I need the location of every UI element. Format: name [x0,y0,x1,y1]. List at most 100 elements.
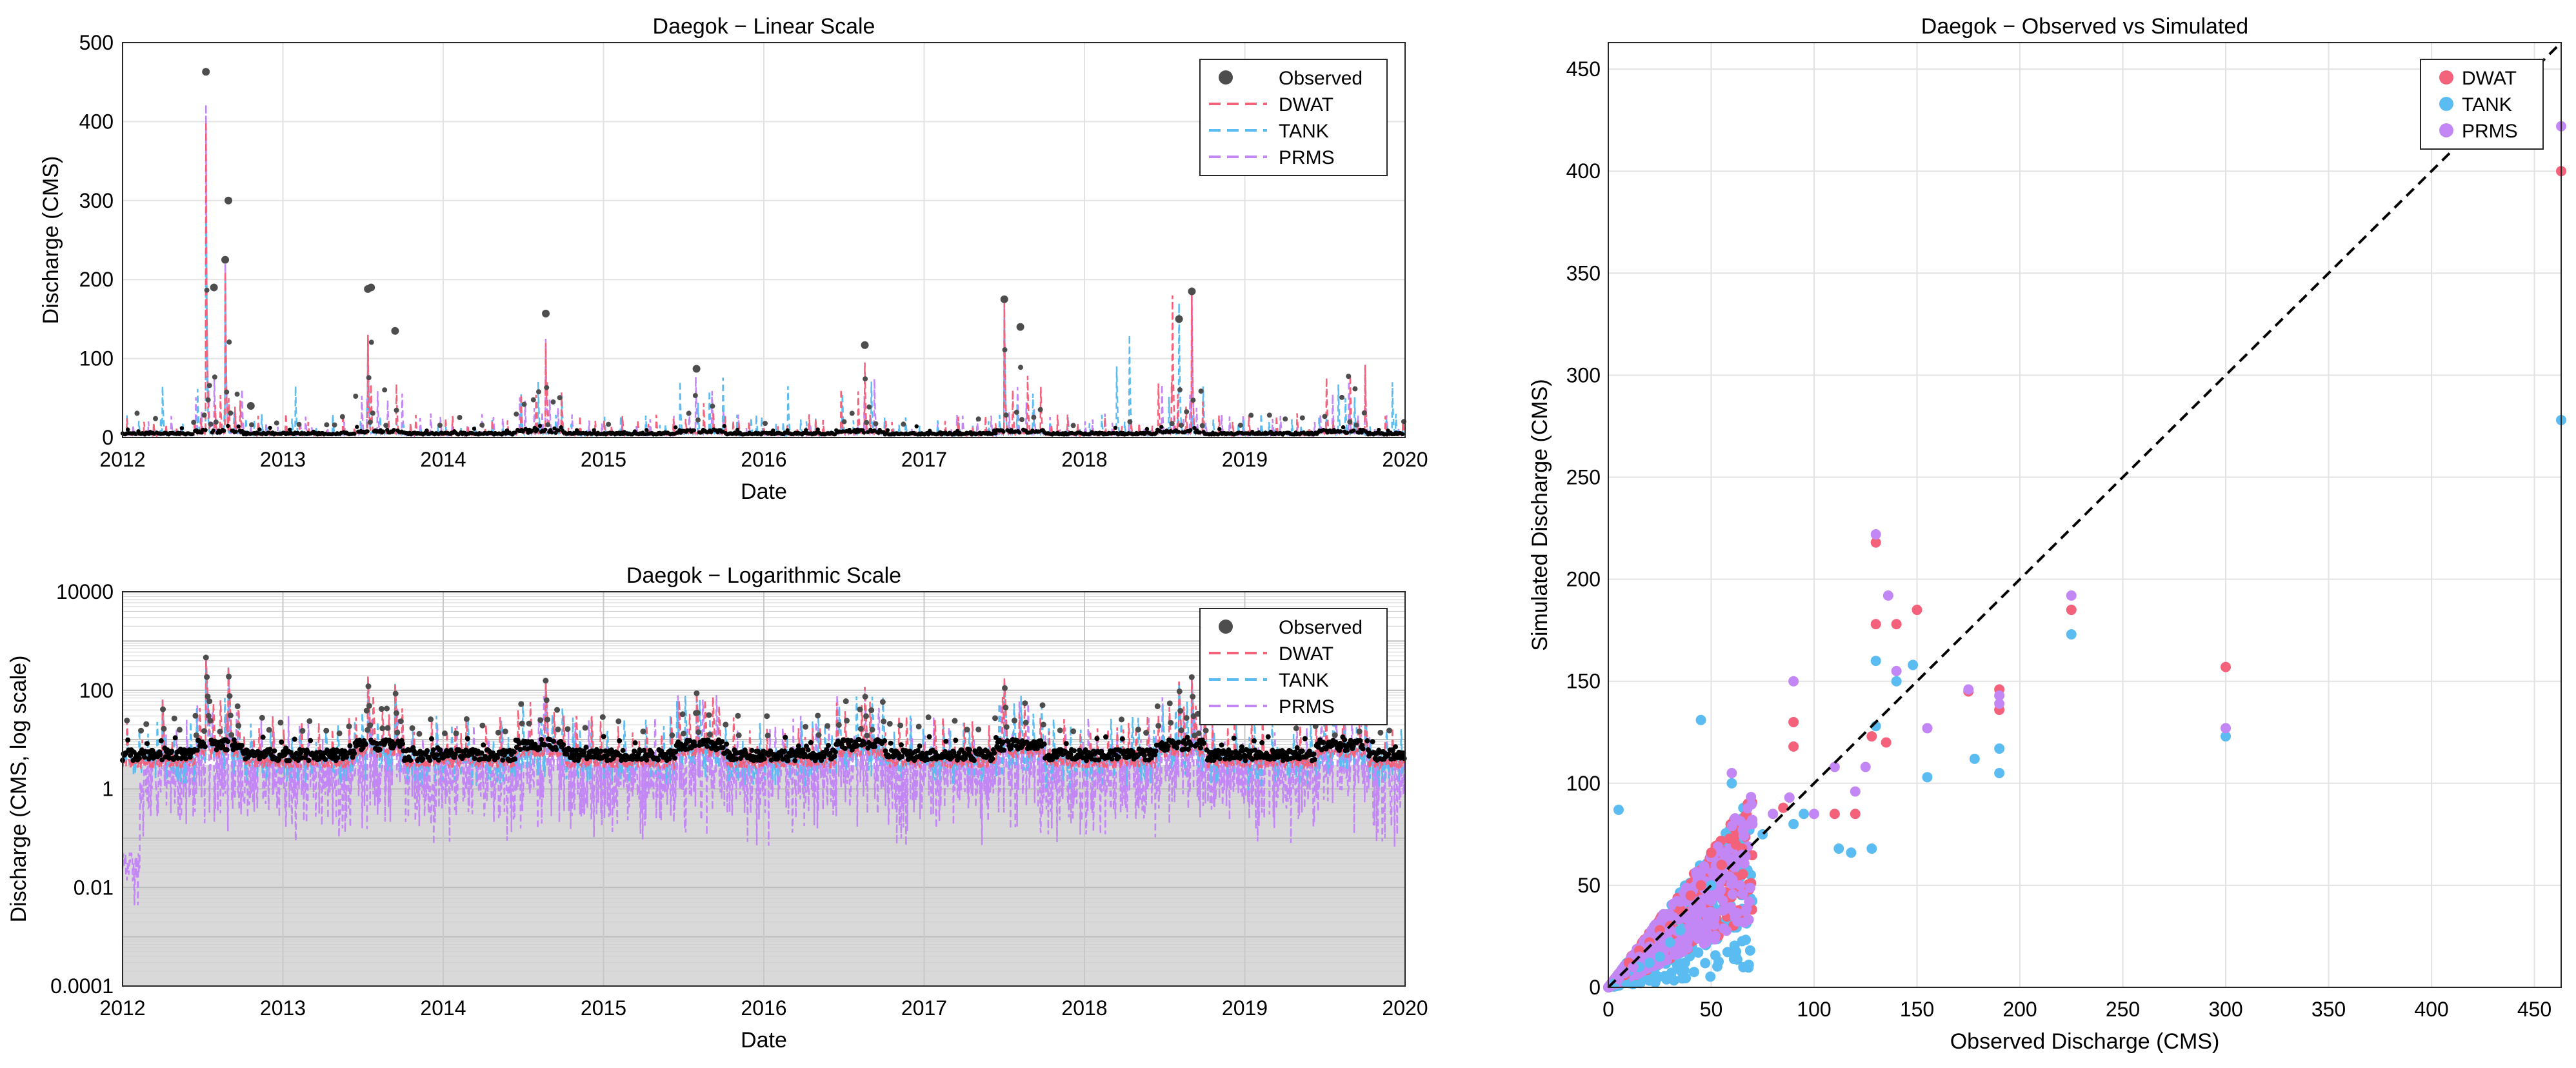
observed-point [608,747,614,753]
observed-point [1109,756,1115,762]
observed-point [1070,423,1076,428]
observed-point [539,737,544,743]
observed-point [190,432,195,436]
observed-point [764,732,771,739]
observed-point [975,726,982,732]
observed-point [543,697,550,703]
observed-point [204,287,210,293]
linear-axes-frame [122,42,1406,438]
observed-point [441,730,448,736]
y-tick-label: 400 [79,110,114,133]
observed-point [226,339,232,345]
observed-point [201,412,207,418]
scatter-point-dwat [1716,860,1727,871]
observed-point [554,707,561,713]
observed-point [1376,427,1381,432]
scatter-point-prms [1850,786,1861,797]
observed-peak-point [1000,295,1008,303]
observed-point [205,712,212,719]
scatter-point-prms [1784,792,1795,803]
scatter-chart-title: Daegok − Observed vs Simulated [1921,14,2248,39]
observed-point [203,654,209,661]
observed-point [1370,739,1375,745]
observed-point [212,374,217,380]
x-tick-label: 2016 [741,448,786,471]
legend-label-tank: TANK [2462,94,2512,116]
observed-point [775,756,781,762]
observed-point [1153,748,1159,754]
observed-point [644,757,650,763]
y-tick-label: 250 [1566,466,1601,489]
observed-point [993,431,998,436]
observed-point [599,714,606,720]
observed-peak-point [202,68,210,76]
observed-point [1003,412,1009,418]
observed-point [1143,730,1150,736]
observed-point [292,736,297,742]
observed-point [686,410,692,416]
observed-point [324,422,330,428]
observed-point [735,732,742,738]
observed-point [383,423,389,428]
observed-point [1223,756,1228,762]
observed-point [366,703,372,709]
observed-point [1165,743,1171,749]
observed-point [706,712,712,718]
observed-point [885,428,890,432]
observed-point [964,727,970,733]
observed-point [720,745,726,751]
observed-point [367,722,374,729]
linear-plot-area [120,68,1406,439]
observed-point [862,694,868,700]
scatter-point-tank [1644,975,1655,986]
observed-point [564,751,570,757]
observed-point [205,397,211,403]
legend-label-dwat: DWAT [1279,94,1333,116]
observed-point [427,758,433,763]
x-tick-label: 150 [1900,998,1934,1021]
scatter-point-tank [1722,947,1733,958]
observed-point [1013,409,1019,415]
y-tick-label: 0 [1589,976,1601,999]
scatter-point-dwat [2066,605,2077,616]
observed-point [649,750,655,756]
observed-point [815,427,820,432]
observed-point [808,740,814,745]
observed-point [1099,749,1104,754]
scatter-point-prms [1628,962,1639,972]
observed-point [583,744,589,750]
scatter-point-dwat [1829,809,1840,820]
observed-point [783,734,788,740]
observed-point [384,725,391,731]
observed-point [306,758,312,763]
scatter-point-dwat [1866,731,1877,742]
observed-point [1248,412,1254,418]
log-scale-chart: 2012 2013 2014 2015 2016 2017 2018 2019 2020 0.00… [6,563,1428,1053]
observed-point [1177,708,1184,714]
linear-scale-chart: 2012 2013 2014 2015 2016 2017 2018 2019 2020 0 100… [39,14,1428,504]
observed-point [1338,429,1343,434]
observed-point [194,747,200,753]
observed-point [640,728,646,734]
scatter-point-prms [1685,911,1696,922]
scatter-point-prms [1737,889,1748,900]
observed-point [888,740,894,746]
y-tick-label: 450 [1566,57,1601,81]
observed-point [430,747,436,753]
observed-point [1341,425,1346,430]
observed-point [535,427,540,432]
legend-label-prms: PRMS [1279,696,1335,718]
scatter-point-prms [1658,909,1669,920]
observed-point [537,746,543,752]
legend-marker-observed [1219,70,1233,85]
observed-point [394,407,399,413]
scatter-point-dwat [1695,880,1706,891]
observed-point [207,718,214,724]
observed-point [500,757,506,763]
x-tick-label: 250 [2106,998,2140,1021]
observed-point [601,734,606,740]
observed-point [919,751,925,756]
observed-point [1195,730,1202,736]
observed-point [1251,738,1257,744]
scatter-point-dwat [1685,890,1696,901]
